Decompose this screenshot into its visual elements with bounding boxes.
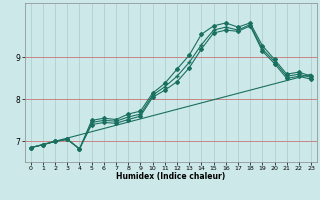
- X-axis label: Humidex (Indice chaleur): Humidex (Indice chaleur): [116, 172, 226, 181]
